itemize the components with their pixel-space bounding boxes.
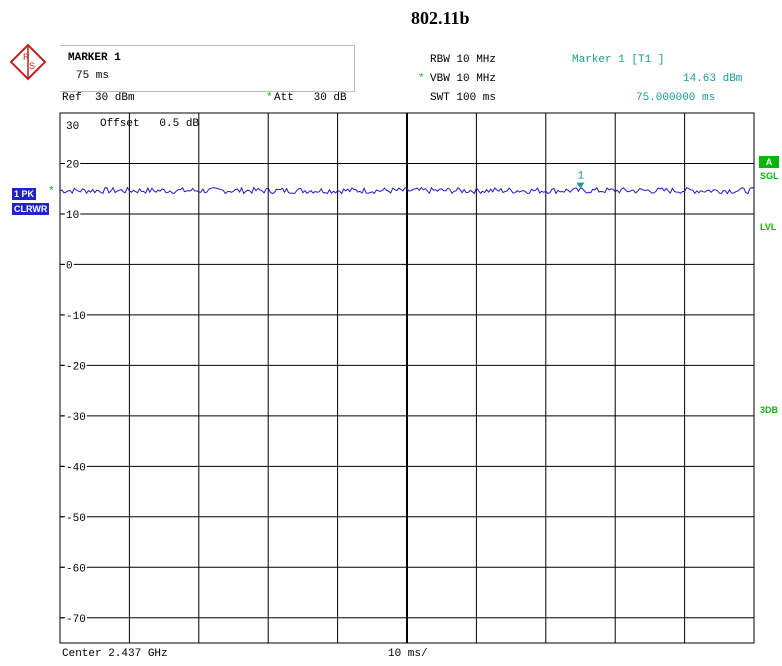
y-tick-label-background (65, 159, 81, 172)
y-tick-label: -40 (66, 462, 86, 474)
marker-box-value: 75 ms (76, 70, 110, 82)
lvl-label: LVL (760, 222, 777, 232)
offset-label: Offset 0.5 dB (100, 118, 200, 130)
y-tick-label: 30 (66, 121, 79, 133)
y-tick-label-background (65, 260, 74, 273)
svg-text:R: R (23, 52, 30, 62)
y-tick-label: 10 (66, 210, 79, 222)
time-per-division: 10 ms/ (388, 648, 428, 660)
ref-level: Ref 30 dBm (62, 92, 135, 104)
sgl-label: SGL (760, 171, 779, 181)
sweep-time: SWT 100 ms (430, 92, 497, 104)
y-tick-label-background (65, 411, 87, 424)
y-tick-label: 20 (66, 159, 79, 171)
marker-readout-level: 14.63 dBm (683, 73, 743, 85)
y-tick-label: -60 (66, 563, 86, 575)
vbw-star: * (418, 73, 425, 85)
y-tick-label-background (65, 462, 87, 475)
3db-label: 3DB (760, 405, 779, 415)
y-tick-label: -10 (66, 311, 86, 323)
chart-title: 802.11b (411, 8, 470, 28)
y-tick-label: -70 (66, 614, 86, 626)
att-star: * (266, 92, 273, 104)
marker-triangle (576, 182, 585, 189)
y-tick-label-background (65, 613, 87, 626)
vbw-setting: VBW 10 MHz (430, 73, 497, 85)
rbw-setting: RBW 10 MHz (430, 54, 497, 66)
y-tick-label: -50 (66, 513, 86, 525)
y-tick-label: -20 (66, 361, 86, 373)
y-tick-label-background (65, 209, 81, 222)
trace-a-badge: A (759, 156, 779, 168)
marker-info-box (60, 45, 355, 92)
attenuation: Att 30 dB (274, 92, 347, 104)
trace-badge: 1 PK (12, 188, 37, 200)
y-tick-label-background (65, 512, 87, 525)
marker-box-label: MARKER 1 (68, 52, 121, 64)
y-tick-label-background (65, 361, 87, 374)
y-tick-label-background (65, 563, 87, 576)
y-tick-label-background (65, 310, 87, 323)
y-tick-label: -30 (66, 412, 86, 424)
marker-readout-time: 75.000000 ms (636, 92, 716, 104)
trace-badge-star: * (48, 186, 55, 198)
marker-readout-name: Marker 1 [T1 ] (572, 54, 665, 66)
trace-line (59, 186, 755, 195)
trace-mode-badge: CLRWR (12, 203, 50, 215)
rs-logo-icon: R S (9, 43, 47, 81)
svg-text:S: S (29, 61, 35, 71)
y-tick-label: 0 (66, 260, 73, 272)
center-frequency: Center 2.437 GHz (62, 648, 168, 660)
marker-label: 1 (578, 171, 585, 183)
